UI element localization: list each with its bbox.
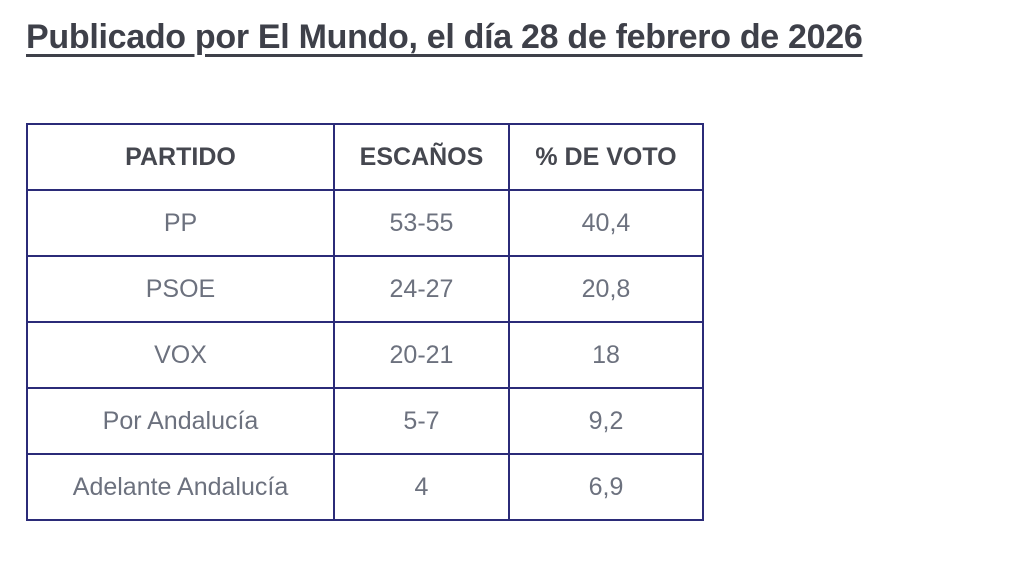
table-row: Por Andalucía 5-7 9,2 bbox=[26, 387, 704, 455]
cell-voto: 20,8 bbox=[508, 255, 704, 323]
table-header-row: PARTIDO ESCAÑOS % DE VOTO bbox=[26, 123, 704, 191]
page-title: Publicado por El Mundo, el día 28 de feb… bbox=[26, 18, 863, 56]
cell-escanos: 53-55 bbox=[333, 189, 510, 257]
cell-partido: Adelante Andalucía bbox=[26, 453, 335, 521]
cell-voto: 40,4 bbox=[508, 189, 704, 257]
cell-partido: PP bbox=[26, 189, 335, 257]
cell-escanos: 5-7 bbox=[333, 387, 510, 455]
table-row: PP 53-55 40,4 bbox=[26, 189, 704, 257]
cell-escanos: 4 bbox=[333, 453, 510, 521]
cell-partido: PSOE bbox=[26, 255, 335, 323]
cell-voto: 6,9 bbox=[508, 453, 704, 521]
cell-voto: 18 bbox=[508, 321, 704, 389]
table-row: Adelante Andalucía 4 6,9 bbox=[26, 453, 704, 521]
table-row: PSOE 24-27 20,8 bbox=[26, 255, 704, 323]
column-header-partido: PARTIDO bbox=[26, 123, 335, 191]
column-header-escanos: ESCAÑOS bbox=[333, 123, 510, 191]
cell-partido: VOX bbox=[26, 321, 335, 389]
poll-results-table: PARTIDO ESCAÑOS % DE VOTO PP 53-55 40,4 … bbox=[26, 123, 704, 521]
cell-partido: Por Andalucía bbox=[26, 387, 335, 455]
cell-voto: 9,2 bbox=[508, 387, 704, 455]
column-header-voto: % DE VOTO bbox=[508, 123, 704, 191]
table-row: VOX 20-21 18 bbox=[26, 321, 704, 389]
cell-escanos: 20-21 bbox=[333, 321, 510, 389]
cell-escanos: 24-27 bbox=[333, 255, 510, 323]
